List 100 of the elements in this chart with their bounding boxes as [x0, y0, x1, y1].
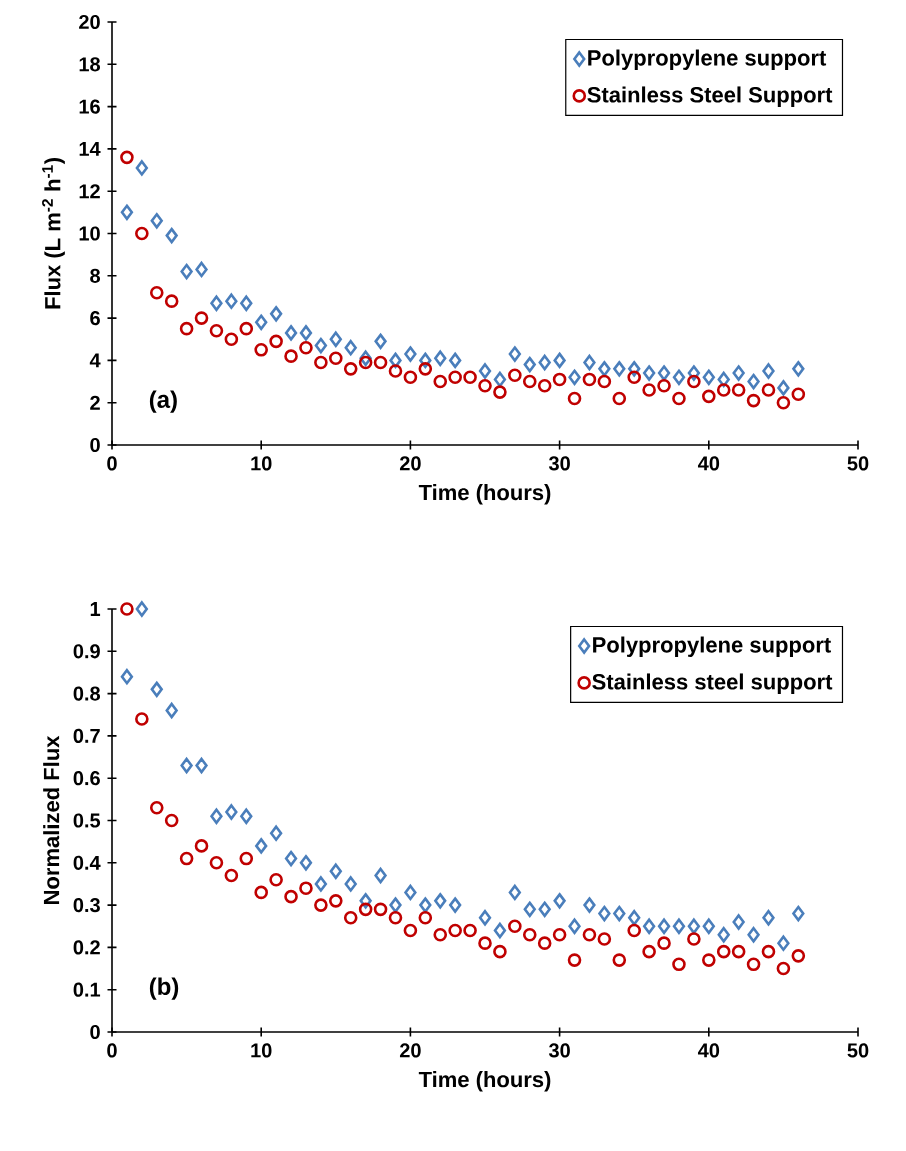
point — [329, 894, 343, 908]
point — [210, 808, 223, 825]
y-tick-label: 0 — [90, 1024, 100, 1040]
point — [657, 936, 671, 950]
point — [567, 953, 582, 967]
point — [717, 926, 730, 943]
point — [194, 311, 209, 325]
point — [687, 918, 701, 935]
y-axis-title: Normalized Flux — [43, 735, 60, 904]
point — [164, 294, 179, 308]
point — [478, 378, 492, 393]
y-tick-label: 0.7 — [73, 728, 100, 743]
point — [165, 702, 178, 719]
point — [522, 927, 537, 942]
point — [374, 333, 387, 350]
point — [613, 905, 626, 922]
y-tick-label: 0.1 — [73, 982, 101, 997]
y-tick-label: 12 — [79, 184, 100, 199]
x-tick-label: 50 — [847, 456, 869, 471]
point — [716, 383, 731, 397]
y-tick-label: 20 — [79, 14, 100, 30]
x-tick-label: 40 — [697, 1043, 720, 1058]
x-tick-label: 20 — [399, 1043, 421, 1058]
point — [209, 323, 224, 338]
y-tick-label: 18 — [79, 57, 101, 72]
point — [777, 935, 790, 951]
x-tick-label: 0 — [107, 456, 117, 471]
legend-label: Polypropylene support — [588, 49, 827, 70]
point — [523, 901, 536, 918]
point — [672, 391, 686, 406]
x-tick-label: 10 — [251, 1043, 272, 1058]
point — [747, 926, 760, 943]
point — [418, 910, 433, 925]
point — [493, 922, 507, 939]
point — [508, 919, 522, 934]
point — [314, 898, 328, 912]
y-tick-label: 2 — [90, 395, 100, 410]
point — [598, 361, 611, 377]
x-axis-title: Time (hours) — [418, 1071, 551, 1092]
point — [404, 884, 417, 901]
point — [120, 602, 134, 616]
point — [419, 897, 432, 913]
point — [538, 354, 551, 371]
point — [478, 363, 492, 379]
point — [776, 395, 791, 410]
point — [418, 362, 433, 376]
point — [642, 383, 656, 397]
point — [120, 150, 134, 165]
point — [612, 953, 627, 967]
point — [299, 855, 313, 871]
point — [374, 867, 387, 884]
point — [672, 918, 686, 935]
point — [269, 306, 283, 322]
point — [389, 897, 402, 913]
y-tick-label: 4 — [89, 353, 101, 368]
x-tick-label: 40 — [697, 456, 720, 471]
point — [582, 927, 597, 942]
point — [239, 851, 254, 866]
point — [434, 350, 447, 367]
point — [388, 364, 403, 378]
y-tick-label: 14 — [79, 142, 101, 156]
point — [552, 372, 567, 387]
point — [762, 909, 775, 926]
point — [702, 953, 716, 967]
point — [552, 927, 567, 942]
point — [149, 801, 164, 815]
point — [702, 389, 716, 404]
point — [299, 881, 313, 895]
point — [403, 923, 418, 938]
point — [702, 369, 715, 386]
point — [538, 901, 551, 918]
point — [687, 932, 701, 946]
point — [508, 368, 522, 382]
point — [225, 804, 238, 820]
x-tick-label: 50 — [847, 1043, 869, 1058]
point — [284, 349, 298, 363]
y-tick-label: 16 — [79, 99, 100, 114]
point — [568, 918, 581, 935]
point — [627, 923, 641, 938]
point — [657, 365, 671, 381]
annotation: (b) — [149, 977, 179, 1000]
point — [358, 902, 373, 917]
point — [448, 352, 462, 369]
point — [732, 914, 745, 930]
point — [792, 905, 805, 922]
point — [179, 321, 194, 336]
point — [478, 936, 492, 950]
point — [642, 944, 656, 959]
point — [672, 957, 686, 972]
point — [299, 325, 313, 341]
point — [613, 361, 626, 377]
point — [209, 856, 224, 870]
y-tick-label: 6 — [90, 311, 100, 326]
point — [553, 893, 566, 909]
point — [240, 808, 253, 825]
y-tick-label: 0.5 — [73, 813, 101, 828]
point — [239, 321, 254, 336]
point — [180, 263, 193, 280]
point — [179, 851, 194, 866]
point — [195, 261, 208, 278]
